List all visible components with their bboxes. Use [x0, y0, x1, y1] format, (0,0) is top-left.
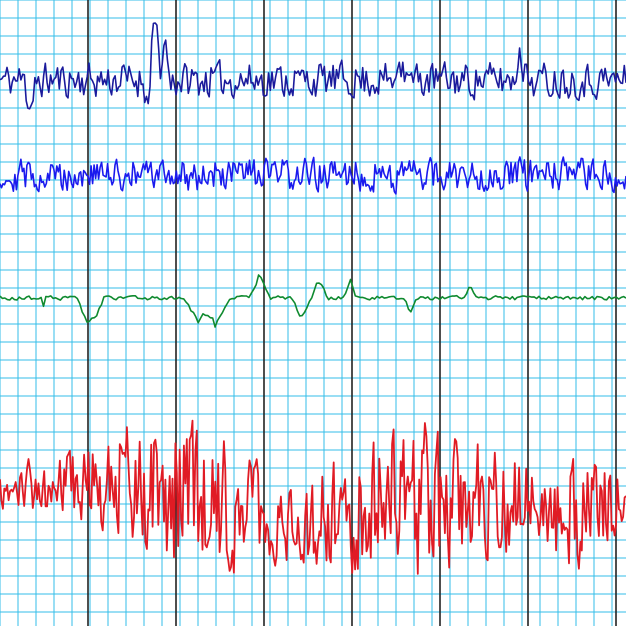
seismogram-svg — [0, 0, 626, 626]
seismogram-chart — [0, 0, 626, 626]
trace-c — [0, 275, 626, 327]
trace-b — [0, 157, 626, 194]
trace-d — [0, 421, 626, 574]
